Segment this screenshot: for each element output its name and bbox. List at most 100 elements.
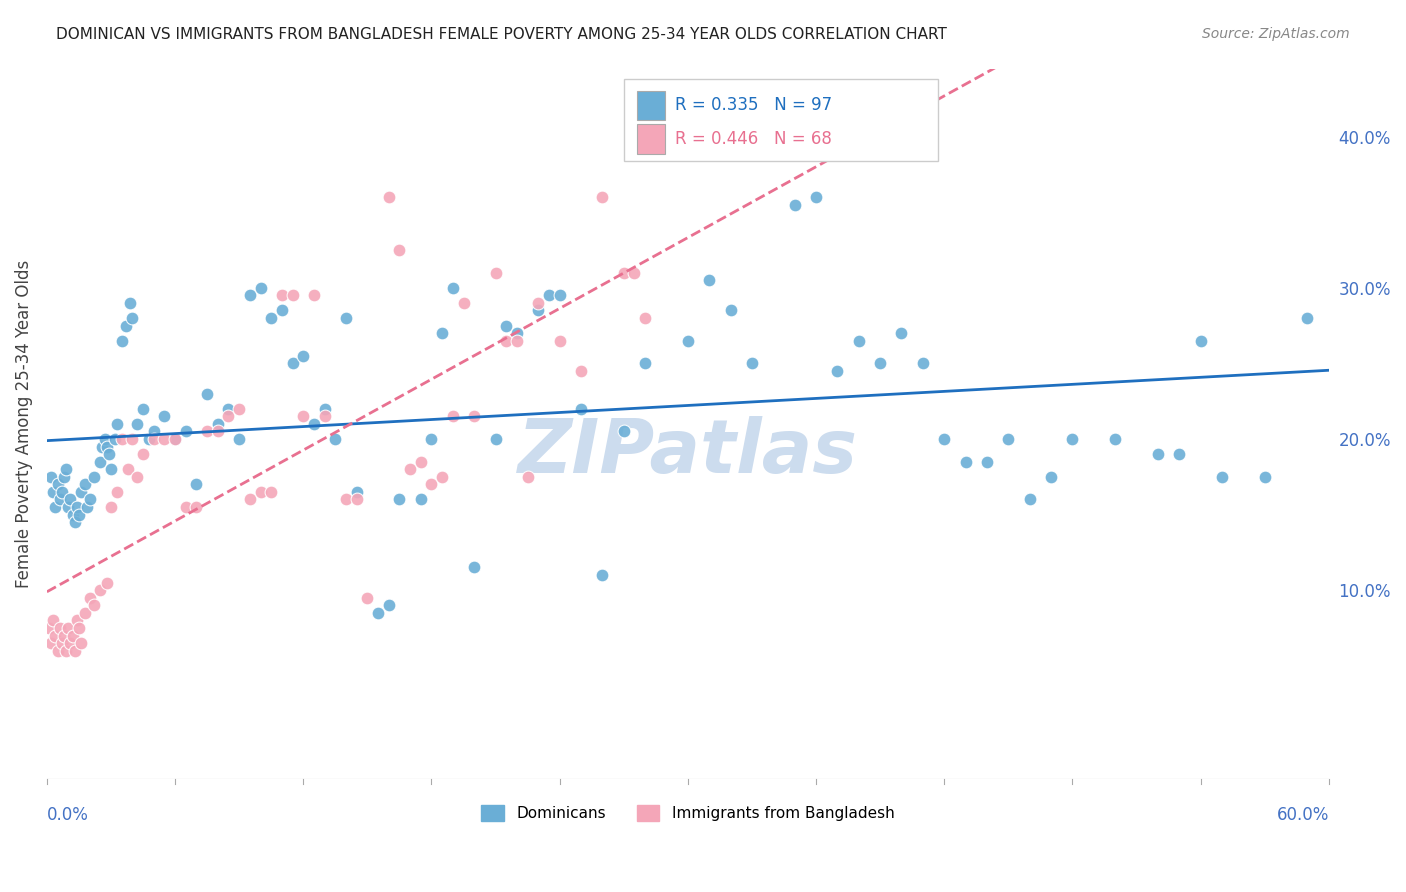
Y-axis label: Female Poverty Among 25-34 Year Olds: Female Poverty Among 25-34 Year Olds xyxy=(15,260,32,588)
Point xyxy=(59,492,82,507)
Point xyxy=(218,409,240,424)
Point xyxy=(377,599,399,613)
Point xyxy=(239,288,262,302)
Point xyxy=(976,455,998,469)
Point xyxy=(70,484,93,499)
Point xyxy=(142,432,165,446)
Point xyxy=(377,190,399,204)
Point xyxy=(783,197,806,211)
Point xyxy=(420,432,443,446)
Point xyxy=(292,409,315,424)
Point xyxy=(281,356,304,370)
Point xyxy=(125,469,148,483)
Point xyxy=(623,266,645,280)
Point xyxy=(105,484,128,499)
Point xyxy=(430,326,453,340)
Point xyxy=(527,296,550,310)
Point xyxy=(93,432,115,446)
Point xyxy=(62,628,84,642)
Point xyxy=(125,417,148,431)
Text: DOMINICAN VS IMMIGRANTS FROM BANGLADESH FEMALE POVERTY AMONG 25-34 YEAR OLDS COR: DOMINICAN VS IMMIGRANTS FROM BANGLADESH … xyxy=(56,27,948,42)
Point xyxy=(58,621,80,635)
Point xyxy=(44,628,66,642)
Point xyxy=(63,515,86,529)
Point xyxy=(890,326,912,340)
Point xyxy=(186,500,208,514)
Point xyxy=(420,477,443,491)
Point xyxy=(91,440,114,454)
Point xyxy=(484,266,506,280)
Point xyxy=(39,469,62,483)
Point xyxy=(634,356,657,370)
Point xyxy=(356,591,378,605)
Point xyxy=(441,281,464,295)
Point xyxy=(153,409,176,424)
Point xyxy=(314,409,336,424)
Point xyxy=(249,484,271,499)
Point xyxy=(67,508,90,522)
Point xyxy=(591,568,613,582)
Point xyxy=(83,599,105,613)
Point xyxy=(409,492,432,507)
Point xyxy=(430,469,453,483)
Point xyxy=(62,508,84,522)
Point xyxy=(165,432,187,446)
Point xyxy=(537,288,560,302)
Point xyxy=(44,500,66,514)
Point xyxy=(42,614,65,628)
Point xyxy=(569,401,592,416)
Point xyxy=(207,417,229,431)
Point xyxy=(548,334,571,348)
Point xyxy=(55,643,77,657)
Point xyxy=(302,288,325,302)
Point xyxy=(249,281,271,295)
Point xyxy=(218,401,240,416)
Point xyxy=(39,636,62,650)
Point xyxy=(100,500,122,514)
Point xyxy=(323,432,346,446)
Point xyxy=(911,356,934,370)
Point xyxy=(228,432,250,446)
Point xyxy=(1104,432,1126,446)
Point xyxy=(591,190,613,204)
Point xyxy=(281,288,304,302)
Point xyxy=(934,432,956,446)
Bar xyxy=(637,124,665,153)
Point xyxy=(132,447,155,461)
Point xyxy=(720,303,742,318)
Point xyxy=(42,484,65,499)
Point xyxy=(399,462,422,476)
Point xyxy=(174,425,197,439)
Point xyxy=(1189,334,1212,348)
Point xyxy=(48,492,70,507)
Point xyxy=(46,477,69,491)
Point xyxy=(121,311,143,326)
Point xyxy=(292,349,315,363)
Point xyxy=(89,455,111,469)
Point xyxy=(441,409,464,424)
Point xyxy=(388,243,411,257)
Text: 60.0%: 60.0% xyxy=(1277,806,1329,824)
Point xyxy=(495,334,517,348)
Point xyxy=(495,318,517,333)
Point xyxy=(121,432,143,446)
Point xyxy=(55,462,77,476)
Point xyxy=(697,273,720,287)
Point xyxy=(165,432,187,446)
Point xyxy=(59,636,82,650)
Point xyxy=(1147,447,1170,461)
Point xyxy=(804,190,827,204)
Legend: Dominicans, Immigrants from Bangladesh: Dominicans, Immigrants from Bangladesh xyxy=(481,805,894,822)
Point xyxy=(66,500,89,514)
Point xyxy=(79,591,101,605)
Point xyxy=(186,477,208,491)
Bar xyxy=(637,91,665,120)
Point xyxy=(89,583,111,598)
Point xyxy=(76,500,98,514)
Point xyxy=(1062,432,1084,446)
Point xyxy=(100,462,122,476)
Point xyxy=(676,334,699,348)
Point xyxy=(138,432,160,446)
Point xyxy=(346,492,368,507)
Point xyxy=(1211,469,1233,483)
